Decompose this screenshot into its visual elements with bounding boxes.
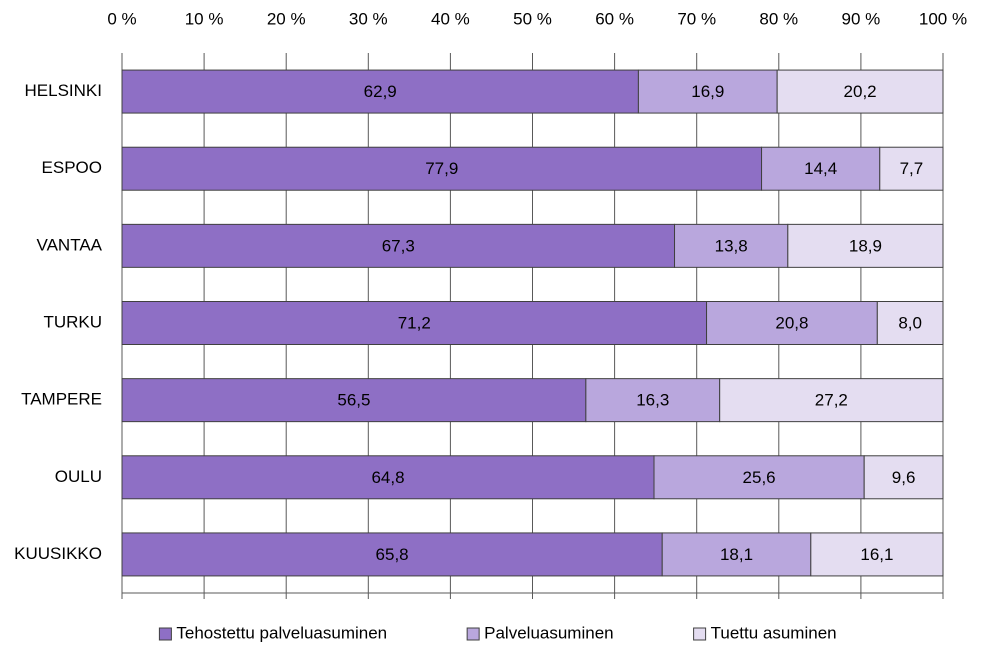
bar-segment (121, 146, 763, 191)
bar-segment (706, 301, 878, 345)
legend-swatch (466, 627, 480, 641)
value-label: 16,9 (691, 82, 724, 101)
bar-segment (761, 146, 881, 191)
x-tick-label: 100 % (919, 9, 967, 28)
value-label: 18,9 (849, 236, 882, 255)
value-label: 7,7 (900, 159, 924, 178)
bar-segment (121, 378, 587, 423)
value-label: 71,2 (398, 313, 431, 332)
x-tick-label: 20 % (267, 9, 306, 28)
bar-segment (776, 69, 944, 114)
bar-segment (810, 532, 944, 577)
value-label: 27,2 (815, 391, 848, 410)
y-tick-label: HELSINKI (25, 81, 102, 100)
x-tick-label: 0 % (107, 9, 136, 28)
y-tick-label: VANTAA (37, 235, 103, 254)
bar-segment (653, 455, 865, 500)
bar-segment (661, 532, 812, 577)
y-tick-label: OULU (55, 467, 102, 486)
legend-swatch (693, 627, 707, 641)
y-tick-label: TAMPERE (21, 390, 102, 409)
value-label: 16,3 (636, 391, 669, 410)
x-tick-label: 80 % (759, 9, 798, 28)
x-tick-label: 90 % (842, 9, 881, 28)
x-tick-label: 40 % (431, 9, 470, 28)
x-tick-label: 30 % (349, 9, 388, 28)
y-tick-label: TURKU (43, 312, 102, 331)
value-label: 67,3 (382, 236, 415, 255)
value-label: 77,9 (425, 159, 458, 178)
bar-segment (876, 301, 944, 345)
y-tick-label: KUUSIKKO (14, 544, 102, 563)
legend-label: Palveluasuminen (484, 623, 613, 642)
value-label: 56,5 (337, 391, 370, 410)
x-tick-label: 70 % (677, 9, 716, 28)
bar-segment (637, 69, 778, 114)
bar-segment (121, 455, 655, 500)
value-label: 25,6 (743, 468, 776, 487)
bar-segment (863, 455, 944, 500)
x-tick-label: 60 % (595, 9, 634, 28)
value-label: 14,4 (804, 159, 837, 178)
bar-segment (787, 223, 944, 268)
bar-segment (121, 69, 639, 114)
y-tick-label: ESPOO (42, 158, 102, 177)
legend-label: Tuettu asuminen (711, 623, 837, 642)
value-label: 18,1 (720, 545, 753, 564)
bar-segment (719, 378, 944, 423)
legend-swatch (158, 627, 172, 641)
value-label: 65,8 (376, 545, 409, 564)
value-label: 8,0 (898, 313, 922, 332)
value-label: 9,6 (892, 468, 916, 487)
bar-segment (585, 378, 721, 423)
value-label: 13,8 (715, 236, 748, 255)
x-tick-label: 50 % (513, 9, 552, 28)
legend-label: Tehostettu palveluasuminen (176, 623, 387, 642)
value-label: 62,9 (364, 82, 397, 101)
value-label: 20,8 (775, 313, 808, 332)
value-label: 16,1 (860, 545, 893, 564)
value-label: 64,8 (371, 468, 404, 487)
bar-segment (879, 146, 944, 191)
bar-segment (121, 223, 676, 268)
x-tick-label: 10 % (185, 9, 224, 28)
bar-segment (121, 301, 708, 345)
value-label: 20,2 (844, 82, 877, 101)
